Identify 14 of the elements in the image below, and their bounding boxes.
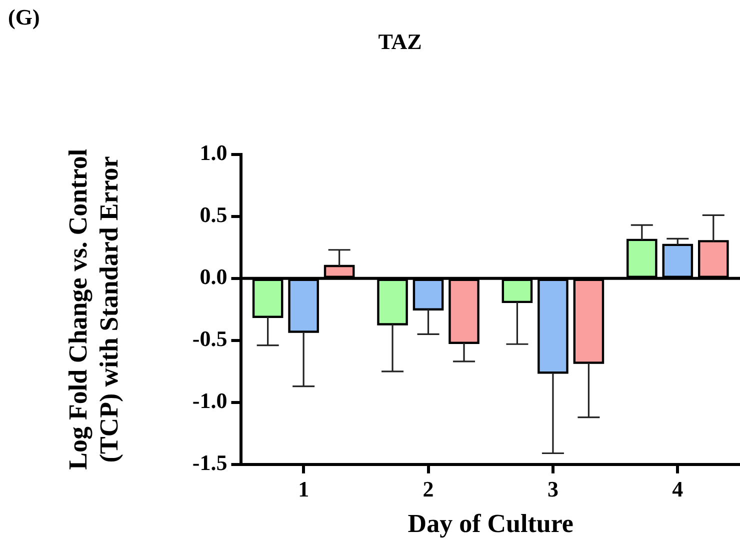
x-axis-title: Day of Culture: [408, 509, 574, 538]
y-tick-label: 1.0: [200, 140, 228, 166]
y-tick-label: 0.0: [200, 264, 228, 290]
x-tick-label: 4: [672, 476, 684, 502]
y-tick-label: -1.0: [192, 388, 228, 414]
y-tick-label: -1.5: [192, 450, 228, 476]
y-tick-label: 0.5: [200, 202, 228, 228]
y-axis-title: Log Fold Change vs. Control (TCP) with Standard Error: [63, 148, 124, 470]
x-tick-label: 3: [547, 476, 558, 502]
x-tick-label: 2: [422, 476, 434, 502]
y-tick-label: -0.5: [192, 326, 228, 352]
x-tick-label: 1: [298, 476, 310, 502]
text: (G): [8, 4, 40, 30]
chart-title: TAZ: [378, 28, 422, 54]
